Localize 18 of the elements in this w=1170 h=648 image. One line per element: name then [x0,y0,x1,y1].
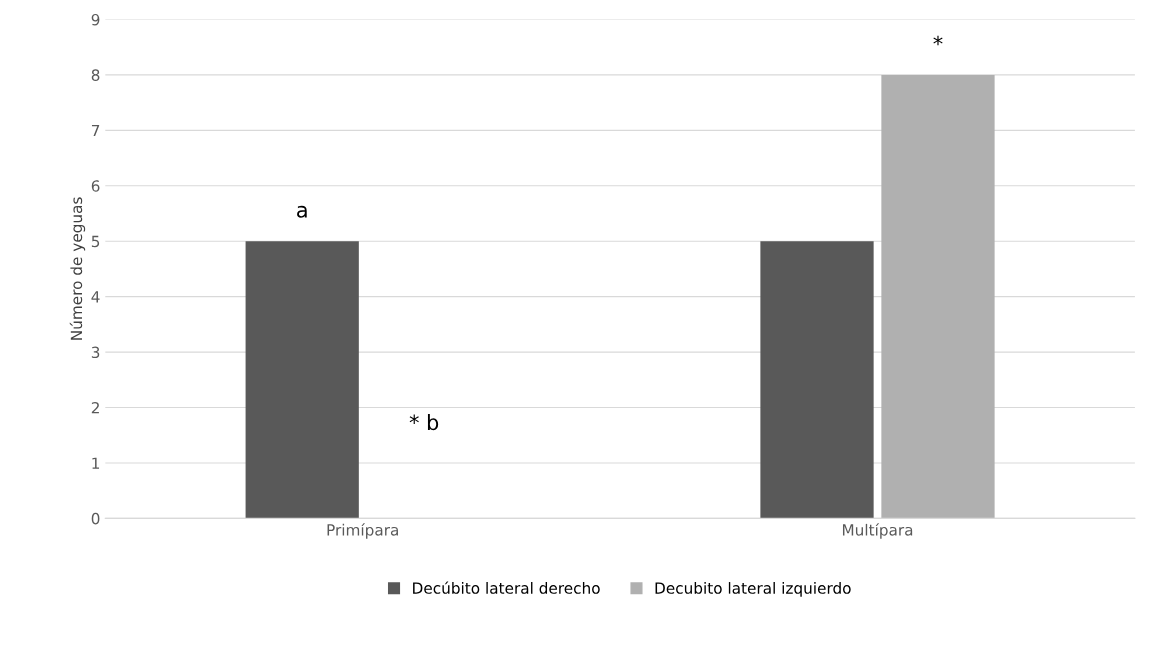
y-tick-label: 5 [91,235,100,248]
y-tick-label: 9 [91,13,100,26]
data-label: a [297,205,307,218]
legend-label: Decúbito lateral derecho [413,581,600,594]
x-tick-label: Primípara [327,523,398,539]
legend-label: Decubito lateral izquierdo [655,582,851,597]
y-tick-label: 8 [91,69,100,81]
y-tick-label: 4 [91,291,100,303]
x-tick-label: Multípara [842,523,913,539]
y-tick-label: 7 [91,124,100,137]
y-axis-title: Número de yeguas [69,197,86,340]
data-label: * [933,35,943,46]
y-tick-label: 1 [92,457,100,469]
y-tick-label: 3 [91,346,100,359]
y-tick-label: 2 [91,401,99,414]
y-tick-label: 0 [91,512,100,525]
annotation: * b [409,414,439,431]
y-tick-label: 6 [91,180,100,192]
